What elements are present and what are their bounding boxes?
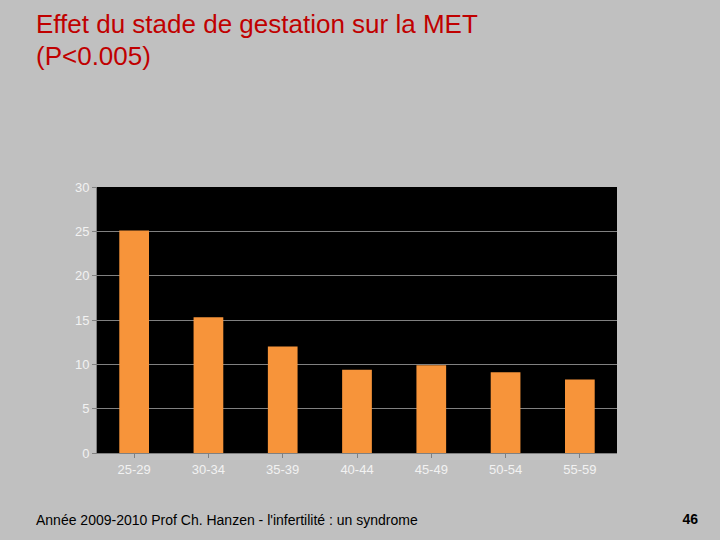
svg-text:30: 30 bbox=[75, 180, 89, 195]
svg-text:35-39: 35-39 bbox=[266, 462, 299, 477]
svg-text:20: 20 bbox=[75, 268, 89, 283]
svg-text:5: 5 bbox=[82, 401, 89, 416]
html-text:Effet du stade de gestation su: Effet du stade de gestation sur la MET (… bbox=[36, 9, 478, 71]
svg-text:15: 15 bbox=[75, 313, 89, 328]
svg-text:30-34: 30-34 bbox=[192, 462, 225, 477]
svg-text:55-59: 55-59 bbox=[563, 462, 596, 477]
html-text:46: 46 bbox=[682, 511, 698, 527]
html-text:Année 2009-2010 Prof Ch. Hanze: Année 2009-2010 Prof Ch. Hanzen - l'infe… bbox=[36, 512, 418, 528]
svg-text:40-44: 40-44 bbox=[340, 462, 373, 477]
svg-text:45-49: 45-49 bbox=[415, 462, 448, 477]
svg-text:0: 0 bbox=[82, 446, 89, 461]
svg-text:10: 10 bbox=[75, 357, 89, 372]
svg-text:25: 25 bbox=[75, 224, 89, 239]
svg-text:25-29: 25-29 bbox=[118, 462, 151, 477]
svg-text:50-54: 50-54 bbox=[489, 462, 522, 477]
